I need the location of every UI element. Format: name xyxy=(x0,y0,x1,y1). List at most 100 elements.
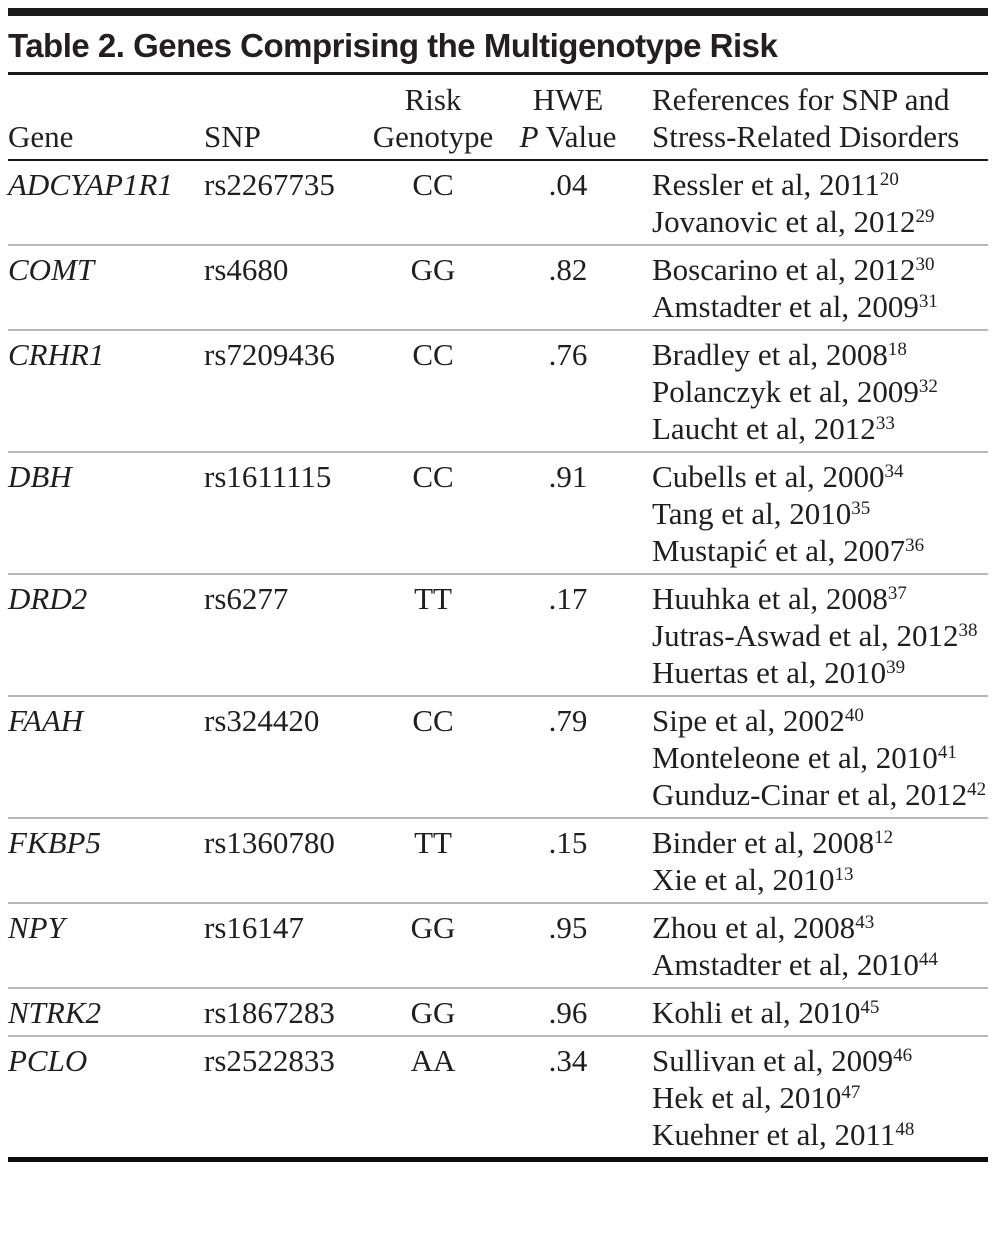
snp-cell: rs4680 xyxy=(204,252,289,287)
table-row: NTRK2 rs1867283 GG .96 Kohli et al, 2010… xyxy=(8,987,988,1035)
column-header-genotype-line: Genotype xyxy=(372,119,494,154)
gene-cell: NPY xyxy=(8,910,65,945)
reference-entry: Laucht et al, 201233 xyxy=(652,411,895,446)
reference-entry: Amstadter et al, 200931 xyxy=(652,289,938,324)
snp-cell: rs324420 xyxy=(204,703,320,738)
reference-number: 42 xyxy=(967,779,987,800)
snp-cell: rs2267735 xyxy=(204,167,335,202)
risk-genotype-cell: GG xyxy=(410,995,456,1030)
references-cell: Boscarino et al, 201230 Amstadter et al, … xyxy=(642,251,988,325)
reference-number: 12 xyxy=(874,827,894,848)
reference-entry: Bradley et al, 200818 xyxy=(652,337,907,372)
table-row: PCLO rs2522833 AA .34 Sullivan et al, 20… xyxy=(8,1035,988,1157)
table-row: DBH rs1611115 CC .91 Cubells et al, 2000… xyxy=(8,451,988,573)
risk-genotype-cell: CC xyxy=(412,337,454,372)
reference-number: 31 xyxy=(918,291,938,312)
reference-number: 33 xyxy=(875,413,895,434)
references-cell: Sullivan et al, 200946 Hek et al, 201047 K… xyxy=(642,1042,988,1153)
hwe-p-value-cell: .76 xyxy=(548,337,588,372)
gene-cell: DRD2 xyxy=(8,581,88,616)
risk-genotype-cell: CC xyxy=(412,459,454,494)
column-header-p-value-line: P Value xyxy=(494,118,642,155)
reference-number: 48 xyxy=(895,1119,915,1140)
gene-cell: DBH xyxy=(8,459,72,494)
column-header-risk-genotype: Risk Genotype xyxy=(372,81,494,155)
table-body: ADCYAP1R1 rs2267735 CC .04 Ressler et al… xyxy=(8,161,988,1157)
risk-genotype-cell: TT xyxy=(414,581,452,616)
column-header-references: References for SNP and Stress-Related Di… xyxy=(642,81,988,155)
references-cell: Kohli et al, 201045 xyxy=(642,994,988,1031)
column-header-references-line2: Stress-Related Disorders xyxy=(652,119,960,154)
reference-entry: Gunduz-Cinar et al, 201242 xyxy=(652,777,987,812)
table-row: NPY rs16147 GG .95 Zhou et al, 200843 Ams… xyxy=(8,902,988,987)
snp-cell: rs7209436 xyxy=(204,337,335,372)
reference-entry: Mustapić et al, 200736 xyxy=(652,533,925,568)
reference-entry: Tang et al, 201035 xyxy=(652,496,871,531)
reference-number: 35 xyxy=(851,498,871,519)
references-cell: Zhou et al, 200843 Amstadter et al, 20104… xyxy=(642,909,988,983)
hwe-p-value-cell: .04 xyxy=(548,167,588,202)
hwe-p-value-cell: .91 xyxy=(548,459,588,494)
reference-number: 37 xyxy=(887,583,907,604)
reference-entry: Cubells et al, 200034 xyxy=(652,459,904,494)
top-rule xyxy=(8,8,988,16)
hwe-p-value-cell: .34 xyxy=(548,1043,588,1078)
references-cell: Huuhka et al, 200837 Jutras-Aswad et al, … xyxy=(642,580,988,691)
table-row: FKBP5 rs1360780 TT .15 Binder et al, 200… xyxy=(8,817,988,902)
reference-number: 44 xyxy=(918,949,938,970)
table-figure: Table 2. Genes Comprising the Multigenot… xyxy=(0,8,996,1162)
risk-genotype-cell: CC xyxy=(412,703,454,738)
reference-entry: Huuhka et al, 200837 xyxy=(652,581,907,616)
references-cell: Binder et al, 200812 Xie et al, 201013 xyxy=(642,824,988,898)
snp-cell: rs16147 xyxy=(204,910,304,945)
reference-entry: Sipe et al, 200240 xyxy=(652,703,864,738)
reference-entry: Kohli et al, 201045 xyxy=(652,995,880,1030)
reference-entry: Binder et al, 200812 xyxy=(652,825,894,860)
gene-cell: PCLO xyxy=(8,1043,88,1078)
risk-genotype-cell: TT xyxy=(414,825,452,860)
table-row: ADCYAP1R1 rs2267735 CC .04 Ressler et al… xyxy=(8,161,988,244)
column-header-hwe-line: HWE xyxy=(532,82,604,117)
reference-entry: Sullivan et al, 200946 xyxy=(652,1043,913,1078)
reference-number: 32 xyxy=(918,376,938,397)
reference-number: 47 xyxy=(841,1082,861,1103)
column-header-snp-label: SNP xyxy=(204,119,261,154)
table-header-row: Gene SNP Risk Genotype HWE P Value Refer… xyxy=(8,75,988,161)
p-value-word: Value xyxy=(545,119,617,154)
references-cell: Cubells et al, 200034 Tang et al, 201035 M… xyxy=(642,458,988,569)
references-cell: Ressler et al, 201120 Jovanovic et al, 20… xyxy=(642,166,988,240)
table-row: CRHR1 rs7209436 CC .76 Bradley et al, 20… xyxy=(8,329,988,451)
reference-number: 43 xyxy=(855,912,875,933)
column-header-gene-label: Gene xyxy=(8,119,74,154)
column-header-risk-line: Risk xyxy=(404,82,462,117)
reference-number: 46 xyxy=(893,1045,913,1066)
reference-number: 18 xyxy=(887,339,907,360)
reference-number: 39 xyxy=(886,657,906,678)
risk-genotype-cell: GG xyxy=(410,252,456,287)
gene-cell: COMT xyxy=(8,252,95,287)
reference-number: 41 xyxy=(937,742,957,763)
reference-number: 20 xyxy=(879,169,899,190)
column-header-gene: Gene xyxy=(8,118,204,155)
reference-entry: Jutras-Aswad et al, 201238 xyxy=(652,618,978,653)
hwe-p-value-cell: .96 xyxy=(548,995,588,1030)
reference-number: 29 xyxy=(915,206,935,227)
references-cell: Sipe et al, 200240 Monteleone et al, 2010… xyxy=(642,702,988,813)
reference-entry: Ressler et al, 201120 xyxy=(652,167,899,202)
column-header-hwe-p-value: HWE P Value xyxy=(494,81,642,155)
reference-entry: Huertas et al, 201039 xyxy=(652,655,906,690)
gene-cell: FKBP5 xyxy=(8,825,101,860)
table-row: FAAH rs324420 CC .79 Sipe et al, 200240 M… xyxy=(8,695,988,817)
column-header-snp: SNP xyxy=(204,118,372,155)
risk-genotype-cell: GG xyxy=(410,910,456,945)
reference-entry: Amstadter et al, 201044 xyxy=(652,947,938,982)
reference-entry: Monteleone et al, 201041 xyxy=(652,740,957,775)
bottom-rule xyxy=(8,1157,988,1162)
reference-number: 45 xyxy=(860,997,880,1018)
reference-number: 13 xyxy=(834,864,854,885)
hwe-p-value-cell: .82 xyxy=(548,252,588,287)
gene-cell: FAAH xyxy=(8,703,84,738)
column-header-references-line1: References for SNP and xyxy=(652,82,950,117)
snp-cell: rs1360780 xyxy=(204,825,335,860)
reference-number: 40 xyxy=(844,705,864,726)
